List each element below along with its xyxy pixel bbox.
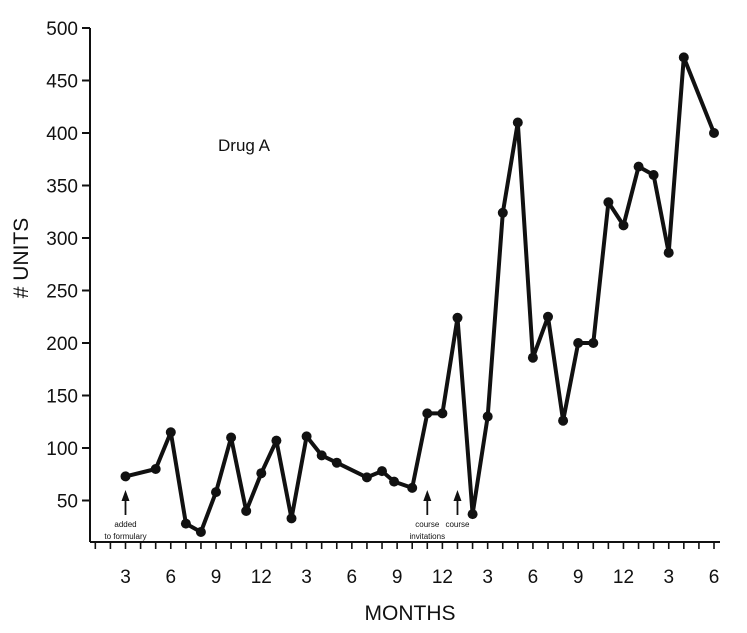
data-point xyxy=(467,509,478,520)
data-point xyxy=(180,518,191,529)
data-point xyxy=(407,482,418,493)
y-tick-label: 350 xyxy=(46,177,78,198)
annotation-label: added xyxy=(114,520,136,529)
data-point xyxy=(422,408,433,419)
x-tick-label: 3 xyxy=(120,567,131,588)
data-point xyxy=(256,468,267,479)
data-point xyxy=(316,450,327,461)
annotation-arrow-head xyxy=(121,490,130,501)
data-point xyxy=(482,411,493,422)
data-point xyxy=(573,338,584,348)
data-point xyxy=(588,338,599,348)
annotation-arrow-head xyxy=(453,490,462,501)
x-tick-label: 3 xyxy=(482,567,493,588)
data-point xyxy=(678,52,689,63)
data-point xyxy=(286,513,297,524)
x-axis-title: MONTHS xyxy=(365,602,456,625)
y-tick-label: 200 xyxy=(46,334,78,355)
data-point xyxy=(389,476,400,487)
y-tick-label: 500 xyxy=(46,19,78,40)
annotation-label: to formulary xyxy=(104,532,146,541)
data-point xyxy=(543,311,553,322)
y-tick-label: 100 xyxy=(46,439,78,460)
x-tick-label: 6 xyxy=(165,567,176,588)
data-point xyxy=(361,472,372,483)
x-tick-label: 9 xyxy=(211,567,222,588)
x-tick-label: 6 xyxy=(709,567,720,588)
data-point xyxy=(120,471,131,482)
data-point xyxy=(497,207,508,218)
x-tick-label: 12 xyxy=(613,567,634,588)
data-point xyxy=(271,435,282,446)
y-tick-label: 450 xyxy=(46,72,78,93)
x-tick-label: 9 xyxy=(392,567,403,588)
series-label: Drug A xyxy=(218,136,271,155)
data-point xyxy=(648,170,659,180)
data-point xyxy=(709,128,719,138)
annotation-label: invitations xyxy=(410,532,446,541)
data-point xyxy=(195,527,206,537)
annotation-arrow-head xyxy=(423,490,432,501)
data-point xyxy=(211,487,221,498)
data-point xyxy=(603,197,614,208)
x-tick-label: 9 xyxy=(573,567,584,588)
data-point xyxy=(241,506,252,516)
data-point xyxy=(512,117,523,128)
series-line xyxy=(125,55,716,534)
data-point xyxy=(437,408,448,419)
x-tick-label: 6 xyxy=(347,567,358,588)
annotation-label: course xyxy=(415,520,440,529)
data-point xyxy=(527,352,538,363)
data-point xyxy=(558,415,569,426)
y-axis-title: # UNITS xyxy=(10,218,33,299)
data-point xyxy=(301,431,312,442)
x-tick-label: 3 xyxy=(663,567,674,588)
annotation-label: course xyxy=(445,520,470,529)
x-tick-label: 12 xyxy=(432,567,453,588)
x-tick-label: 6 xyxy=(528,567,539,588)
data-point xyxy=(377,466,387,477)
data-point xyxy=(150,464,161,474)
data-point xyxy=(165,427,176,438)
y-tick-label: 250 xyxy=(46,282,78,303)
data-point xyxy=(633,161,644,172)
data-point xyxy=(226,432,237,443)
data-point xyxy=(452,312,463,323)
data-point xyxy=(331,457,342,468)
data-point xyxy=(663,247,674,258)
y-tick-label: 300 xyxy=(46,229,78,250)
y-tick-label: 50 xyxy=(57,492,78,513)
y-tick-label: 400 xyxy=(46,124,78,145)
y-tick-label: 150 xyxy=(46,387,78,408)
x-tick-label: 12 xyxy=(251,567,272,588)
x-tick-label: 3 xyxy=(301,567,312,588)
data-point xyxy=(618,220,629,231)
